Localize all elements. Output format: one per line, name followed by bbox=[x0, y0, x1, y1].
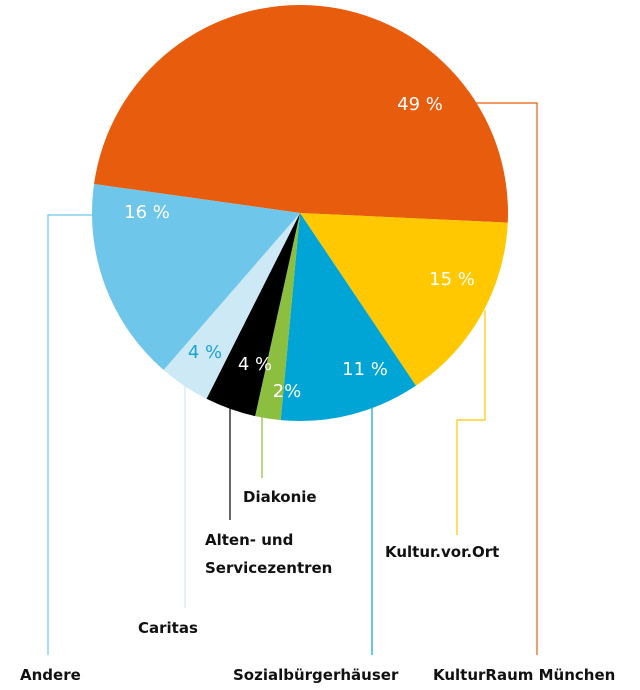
category-label: Sozialbürgerhäuser bbox=[233, 666, 399, 684]
percent-label: 11 % bbox=[342, 359, 388, 380]
pie-slice bbox=[92, 184, 300, 371]
percent-label: 15 % bbox=[429, 269, 475, 290]
pie-slice bbox=[206, 213, 300, 417]
category-label: Andere bbox=[20, 666, 81, 684]
pie-slice bbox=[255, 213, 300, 421]
category-label: Caritas bbox=[138, 619, 198, 637]
category-label: KulturRaum München bbox=[433, 666, 616, 684]
pie-slice bbox=[280, 213, 416, 421]
pie-slice bbox=[94, 4, 509, 223]
category-label: Kultur.vor.Ort bbox=[385, 543, 500, 561]
percent-label: 49 % bbox=[397, 94, 443, 115]
category-label: Alten- und Servicezentren bbox=[205, 531, 333, 577]
percent-label: 4 % bbox=[188, 342, 222, 363]
leader-line bbox=[456, 310, 486, 535]
category-label: Diakonie bbox=[243, 488, 317, 506]
percent-label: 16 % bbox=[124, 202, 170, 223]
leader-line bbox=[475, 102, 538, 655]
pie-slice bbox=[163, 213, 300, 399]
pie-slice bbox=[300, 213, 508, 386]
percent-label: 4 % bbox=[238, 354, 272, 375]
percent-label: 2% bbox=[273, 381, 302, 402]
leader-line bbox=[47, 214, 95, 655]
